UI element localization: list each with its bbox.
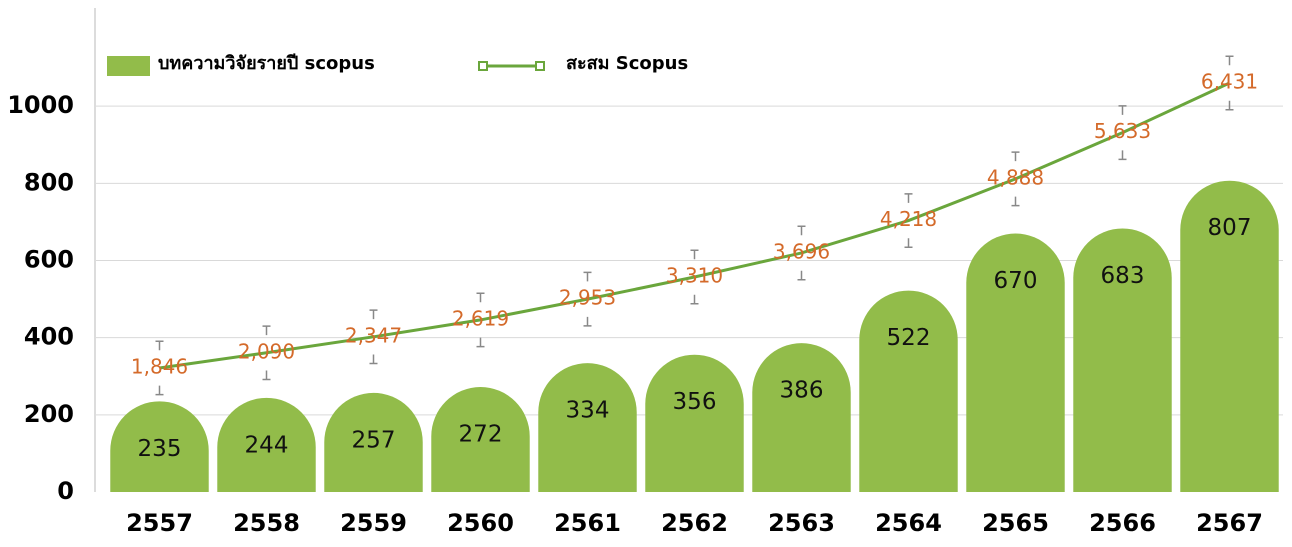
error-bar xyxy=(583,271,592,327)
bar xyxy=(859,290,958,492)
line-value-label: 6,431 xyxy=(1201,70,1258,94)
legend-swatch xyxy=(107,56,150,76)
x-tick-label: 2565 xyxy=(982,509,1049,537)
x-tick-label: 2559 xyxy=(340,509,407,537)
line-value-label: 3,310 xyxy=(666,263,723,287)
bar xyxy=(1180,180,1279,493)
bar-value-label: 356 xyxy=(673,389,717,415)
error-bar xyxy=(1225,55,1234,111)
error-bar xyxy=(476,292,485,348)
line-value-label: 3,696 xyxy=(773,239,830,263)
bar-value-label: 386 xyxy=(780,378,824,404)
bar xyxy=(752,343,851,492)
bar-value-label: 244 xyxy=(245,432,289,458)
line-value-label: 1,846 xyxy=(131,354,188,378)
y-tick-label: 1000 xyxy=(7,91,74,119)
error-bar xyxy=(262,325,271,381)
y-tick-label: 800 xyxy=(24,168,74,196)
line-value-label: 4,888 xyxy=(987,165,1044,189)
x-tick-label: 2567 xyxy=(1196,509,1263,537)
error-bar xyxy=(1118,105,1127,161)
legend-label: บทความวิจัยรายปี scopus xyxy=(158,53,375,74)
y-tick-label: 400 xyxy=(24,323,74,351)
error-bar xyxy=(1011,151,1020,207)
bar xyxy=(431,387,530,492)
x-tick-label: 2557 xyxy=(126,509,193,537)
legend-marker xyxy=(535,61,545,71)
y-tick-label: 0 xyxy=(57,477,74,505)
bar xyxy=(110,401,209,492)
y-tick-label: 600 xyxy=(24,246,74,274)
x-tick-label: 2560 xyxy=(447,509,514,537)
line-value-label: 2,953 xyxy=(559,286,616,310)
x-tick-label: 2561 xyxy=(554,509,621,537)
bar xyxy=(324,392,423,492)
legend-marker xyxy=(478,61,488,71)
bar-value-label: 683 xyxy=(1101,263,1145,289)
error-bar xyxy=(369,309,378,365)
error-bar xyxy=(155,340,164,396)
x-tick-label: 2564 xyxy=(875,509,942,537)
bar-value-label: 670 xyxy=(994,268,1038,294)
line-value-label: 2,619 xyxy=(452,306,509,330)
line-value-label: 4,218 xyxy=(880,207,937,231)
line xyxy=(159,81,1231,370)
line-value-label: 5,633 xyxy=(1094,119,1151,143)
bar-value-label: 522 xyxy=(887,325,931,351)
error-bar xyxy=(797,225,806,281)
bar-value-label: 235 xyxy=(138,436,182,462)
bar xyxy=(966,233,1065,492)
error-bar xyxy=(904,193,913,249)
error-bar xyxy=(690,249,699,305)
x-tick-label: 2558 xyxy=(233,509,300,537)
bar xyxy=(538,363,637,492)
bar xyxy=(1073,228,1172,492)
line-value-label: 2,090 xyxy=(238,339,295,363)
legend-label: สะสม Scopus xyxy=(566,53,688,74)
bar xyxy=(217,397,316,492)
y-tick-label: 200 xyxy=(24,400,74,428)
bar-value-label: 334 xyxy=(566,398,610,424)
x-tick-label: 2566 xyxy=(1089,509,1156,537)
bar xyxy=(645,354,744,492)
x-tick-label: 2562 xyxy=(661,509,728,537)
bar-value-label: 272 xyxy=(459,422,503,448)
x-tick-label: 2563 xyxy=(768,509,835,537)
bar-value-label: 807 xyxy=(1208,215,1252,241)
line-value-label: 2,347 xyxy=(345,323,402,347)
bar-value-label: 257 xyxy=(352,427,396,453)
